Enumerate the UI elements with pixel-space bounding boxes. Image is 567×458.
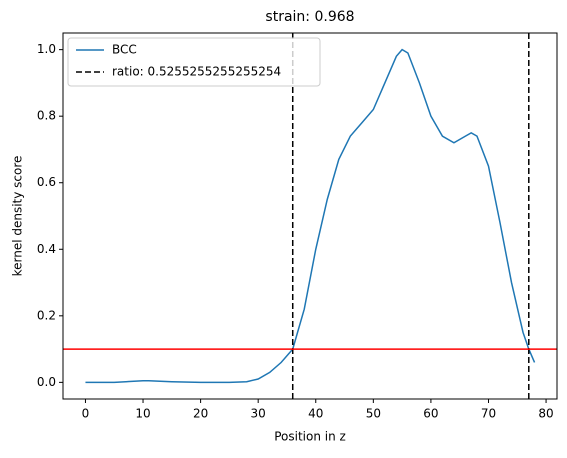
legend-label: ratio: 0.5255255255255254	[112, 65, 281, 79]
plot-frame	[62, 32, 558, 400]
y-tick-label: 0.2	[37, 308, 56, 322]
x-tick-label: 0	[82, 407, 90, 421]
chart-title: strain: 0.968	[265, 9, 354, 25]
legend-label: BCC	[112, 43, 137, 57]
x-tick-label: 60	[423, 407, 438, 421]
y-tick-label: 0.8	[37, 109, 56, 123]
x-tick-label: 10	[135, 407, 150, 421]
y-tick-label: 0.6	[37, 175, 56, 189]
x-tick-label: 30	[251, 407, 266, 421]
x-axis-label: Position in z	[274, 430, 346, 444]
x-tick-label: 80	[538, 407, 553, 421]
x-tick-label: 70	[481, 407, 496, 421]
y-tick-label: 0.4	[37, 242, 56, 256]
y-tick-label: 0.0	[37, 375, 56, 389]
x-tick-label: 20	[193, 407, 208, 421]
x-tick-label: 50	[366, 407, 381, 421]
y-axis-label: kernel density score	[11, 156, 25, 277]
x-tick-label: 40	[308, 407, 323, 421]
y-tick-label: 1.0	[37, 42, 56, 56]
legend-box	[67, 37, 321, 87]
data-line	[85, 48, 536, 384]
